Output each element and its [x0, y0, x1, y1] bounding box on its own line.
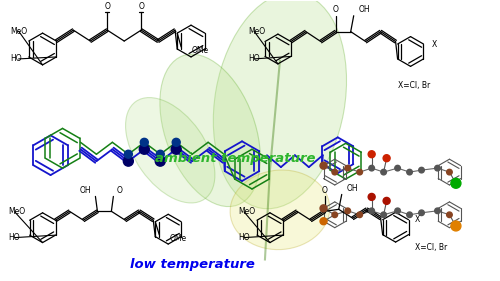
Circle shape: [140, 144, 149, 154]
Circle shape: [446, 169, 452, 175]
Text: HO: HO: [238, 233, 250, 242]
Text: OH: OH: [358, 5, 370, 14]
Circle shape: [156, 156, 165, 166]
Circle shape: [369, 208, 374, 214]
Circle shape: [395, 165, 400, 171]
Text: low temperature: low temperature: [130, 259, 255, 271]
Circle shape: [320, 218, 327, 225]
Circle shape: [418, 210, 424, 216]
Circle shape: [434, 208, 440, 214]
Circle shape: [332, 212, 338, 217]
Circle shape: [418, 167, 424, 173]
Circle shape: [381, 212, 386, 217]
Circle shape: [171, 144, 181, 154]
Text: HO: HO: [10, 55, 22, 64]
Text: MeO: MeO: [8, 207, 26, 216]
Circle shape: [156, 150, 164, 158]
Circle shape: [357, 169, 362, 175]
Circle shape: [357, 212, 362, 217]
Circle shape: [124, 150, 132, 158]
Circle shape: [395, 208, 400, 214]
Ellipse shape: [230, 170, 330, 250]
Circle shape: [320, 162, 327, 169]
Circle shape: [407, 169, 412, 175]
Circle shape: [369, 165, 374, 171]
Text: O: O: [116, 186, 122, 195]
Circle shape: [451, 221, 461, 231]
Text: O: O: [333, 5, 338, 14]
Circle shape: [383, 155, 390, 162]
Text: MeO: MeO: [238, 207, 255, 216]
Text: OH: OH: [346, 184, 358, 193]
Text: O: O: [104, 2, 110, 11]
Circle shape: [320, 205, 327, 212]
Text: OMe: OMe: [169, 234, 186, 243]
Circle shape: [140, 138, 148, 146]
Circle shape: [332, 169, 338, 175]
Text: X=Cl, Br: X=Cl, Br: [414, 243, 447, 252]
Text: O: O: [322, 186, 328, 195]
Ellipse shape: [214, 0, 346, 209]
Text: MeO: MeO: [248, 27, 265, 36]
Ellipse shape: [126, 98, 215, 203]
Circle shape: [345, 208, 350, 214]
Circle shape: [407, 212, 412, 217]
Text: O: O: [138, 2, 144, 11]
Text: OH: OH: [80, 186, 92, 195]
Text: X: X: [414, 215, 420, 224]
Circle shape: [446, 212, 452, 217]
Circle shape: [383, 198, 390, 204]
Text: HO: HO: [8, 233, 20, 242]
Circle shape: [368, 193, 375, 200]
Circle shape: [451, 178, 461, 188]
Circle shape: [345, 165, 350, 171]
Text: HO: HO: [248, 55, 260, 64]
Text: OMe: OMe: [191, 46, 208, 55]
Circle shape: [172, 138, 180, 146]
Circle shape: [124, 156, 134, 166]
Ellipse shape: [160, 54, 260, 207]
Circle shape: [368, 151, 375, 158]
Text: ambient temperature: ambient temperature: [155, 153, 316, 166]
Text: X=Cl, Br: X=Cl, Br: [398, 81, 430, 90]
Text: X: X: [432, 40, 436, 49]
Circle shape: [381, 169, 386, 175]
Text: MeO: MeO: [10, 27, 28, 36]
Circle shape: [434, 165, 440, 171]
